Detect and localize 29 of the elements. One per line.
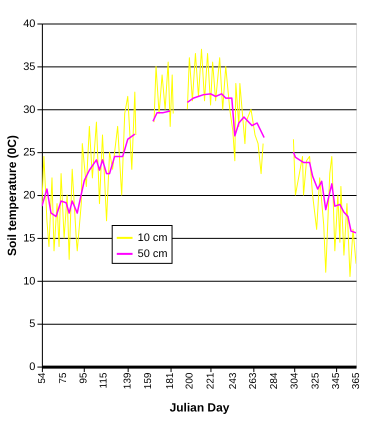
x-tick-label: 365 xyxy=(351,372,362,390)
x-tick-label: 263 xyxy=(248,372,259,390)
y-tick-label: 10 xyxy=(23,275,36,288)
x-tick-label: 200 xyxy=(184,372,196,390)
y-tick-label: 5 xyxy=(29,318,36,330)
y-tick-label: 0 xyxy=(29,361,36,374)
x-tick-label: 181 xyxy=(165,372,176,390)
y-tick-label: 25 xyxy=(23,146,36,159)
x-tick-label: 159 xyxy=(142,372,154,390)
x-tick-label: 95 xyxy=(78,372,90,384)
y-tick-label: 40 xyxy=(23,18,36,30)
x-tick-label: 115 xyxy=(98,372,110,388)
x-tick-label: 221 xyxy=(206,372,217,390)
x-tick-label: 325 xyxy=(310,372,322,390)
y-tick-label: 35 xyxy=(23,60,36,73)
legend-label: 10 cm xyxy=(138,232,168,244)
x-axis-title: Julian Day xyxy=(170,400,230,414)
x-tick-label: 139 xyxy=(122,372,134,390)
y-tick-label: 30 xyxy=(23,104,36,116)
x-tick-label: 284 xyxy=(269,372,280,390)
legend-label: 50 cm xyxy=(138,248,168,260)
x-tick-label: 243 xyxy=(228,372,239,390)
x-tick-label: 345 xyxy=(330,372,342,390)
x-tick-label: 75 xyxy=(58,372,70,384)
y-tick-label: 20 xyxy=(23,190,36,202)
x-tick-label: 304 xyxy=(289,372,300,390)
y-axis-title: Soil temperature (0C) xyxy=(5,135,20,256)
x-tick-label: 54 xyxy=(36,372,48,384)
y-tick-label: 15 xyxy=(23,232,36,244)
